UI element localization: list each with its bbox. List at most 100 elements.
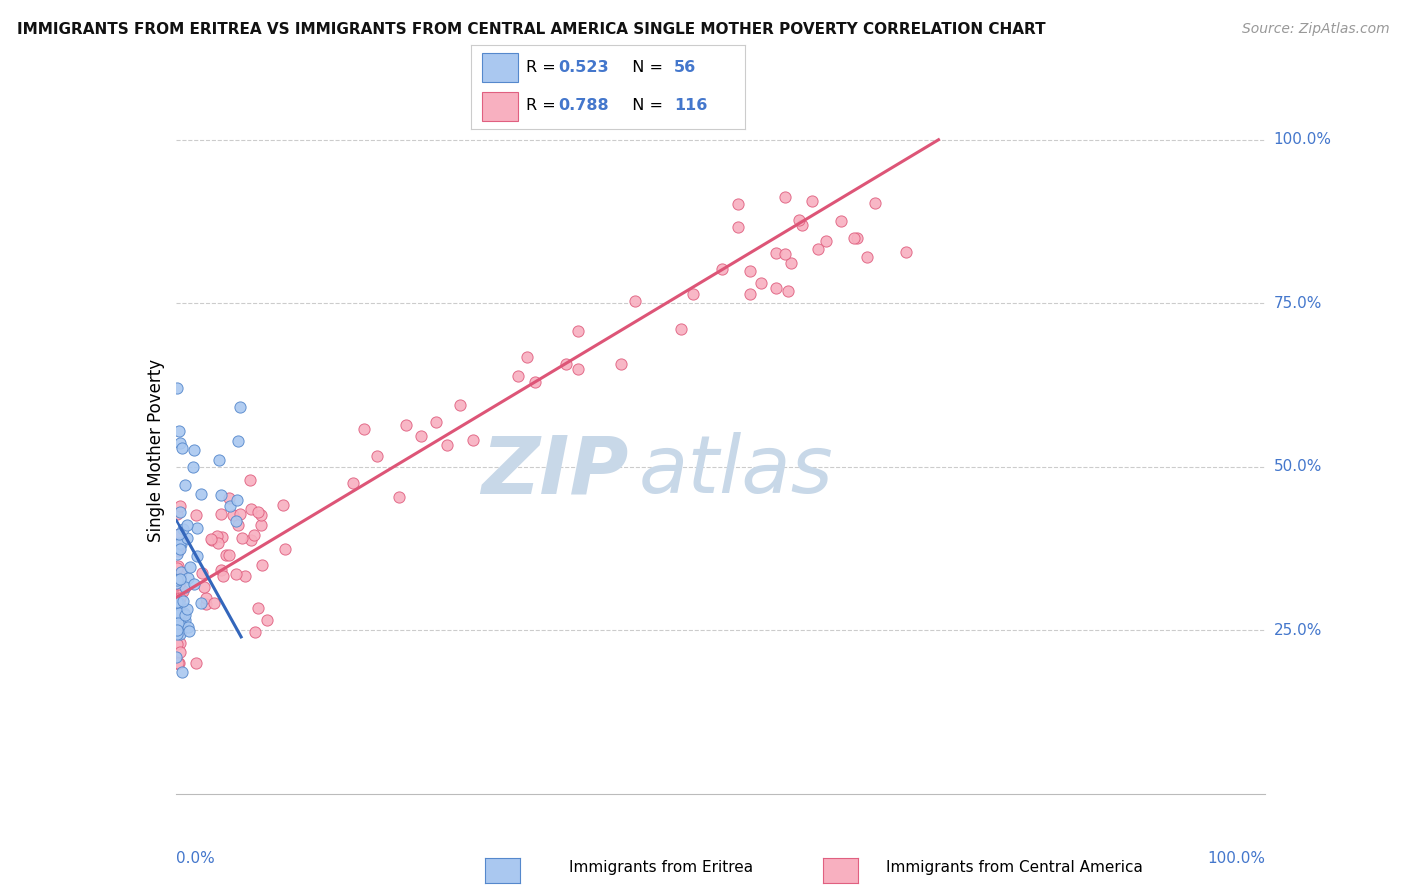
- Point: [506, 369, 529, 384]
- Point: [174, 613, 197, 627]
- Point: [166, 547, 188, 561]
- Point: [242, 528, 264, 542]
- Point: [394, 417, 416, 432]
- Point: [166, 381, 188, 395]
- Point: [169, 645, 191, 659]
- Point: [169, 542, 191, 557]
- Point: [190, 566, 212, 580]
- Point: [166, 605, 188, 619]
- Point: [177, 571, 200, 585]
- Point: [436, 438, 458, 452]
- Point: [516, 350, 538, 364]
- Point: [815, 234, 838, 248]
- Point: [170, 565, 193, 579]
- Point: [727, 196, 749, 211]
- Point: [170, 615, 193, 629]
- Point: [169, 636, 191, 650]
- Point: [567, 324, 589, 338]
- Point: [425, 415, 447, 429]
- Point: [169, 580, 191, 594]
- Point: [170, 584, 193, 599]
- Point: [169, 576, 191, 591]
- Point: [177, 620, 200, 634]
- Text: Source: ZipAtlas.com: Source: ZipAtlas.com: [1241, 22, 1389, 37]
- Point: [170, 531, 193, 545]
- Point: [166, 595, 188, 609]
- Point: [773, 190, 796, 204]
- Point: [165, 650, 187, 665]
- Point: [165, 593, 187, 607]
- Point: [274, 541, 297, 556]
- Point: [239, 502, 262, 516]
- Text: atlas: atlas: [638, 432, 834, 510]
- Point: [183, 577, 205, 591]
- Point: [790, 218, 813, 232]
- Text: Immigrants from Central America: Immigrants from Central America: [886, 860, 1143, 874]
- Point: [609, 358, 631, 372]
- Point: [176, 518, 198, 533]
- Text: 116: 116: [673, 98, 707, 113]
- Point: [169, 626, 191, 640]
- Point: [773, 247, 796, 261]
- Point: [271, 498, 294, 512]
- Point: [523, 375, 546, 389]
- Point: [169, 616, 191, 631]
- Text: 0.523: 0.523: [558, 60, 609, 75]
- Point: [787, 213, 810, 227]
- Point: [555, 357, 578, 371]
- Point: [231, 531, 253, 545]
- Point: [193, 581, 215, 595]
- Point: [229, 507, 252, 521]
- Point: [170, 606, 193, 620]
- Point: [219, 499, 242, 513]
- Point: [166, 656, 188, 670]
- Point: [173, 522, 195, 536]
- Point: [214, 548, 236, 562]
- FancyBboxPatch shape: [482, 92, 517, 120]
- Point: [169, 615, 191, 630]
- Text: 50.0%: 50.0%: [1274, 459, 1322, 475]
- Point: [239, 473, 262, 487]
- Point: [209, 488, 232, 502]
- Point: [749, 276, 772, 290]
- Point: [172, 594, 194, 608]
- Point: [170, 665, 193, 679]
- Point: [169, 591, 191, 605]
- Point: [740, 287, 762, 301]
- Point: [170, 614, 193, 628]
- Point: [166, 616, 188, 631]
- Point: [167, 424, 190, 438]
- Point: [169, 536, 191, 550]
- Point: [173, 607, 195, 622]
- Point: [167, 527, 190, 541]
- Point: [209, 507, 232, 521]
- Point: [184, 656, 207, 670]
- Point: [225, 514, 247, 528]
- Point: [167, 527, 190, 541]
- Point: [179, 624, 201, 638]
- Point: [856, 250, 879, 264]
- Point: [167, 599, 190, 613]
- Point: [172, 584, 194, 599]
- Point: [449, 398, 471, 412]
- Point: [166, 623, 188, 637]
- Point: [166, 507, 188, 521]
- Point: [807, 242, 830, 256]
- Point: [169, 436, 191, 450]
- Point: [166, 637, 188, 651]
- Point: [200, 533, 222, 547]
- Point: [252, 558, 274, 573]
- Point: [167, 544, 190, 558]
- Point: [778, 285, 800, 299]
- Point: [247, 505, 270, 519]
- Point: [176, 531, 198, 545]
- Point: [166, 656, 188, 670]
- Point: [167, 607, 190, 621]
- Point: [169, 596, 191, 610]
- Point: [801, 194, 824, 209]
- Point: [342, 475, 364, 490]
- Point: [179, 559, 201, 574]
- Point: [209, 563, 232, 577]
- Point: [170, 441, 193, 455]
- Text: 100.0%: 100.0%: [1208, 851, 1265, 865]
